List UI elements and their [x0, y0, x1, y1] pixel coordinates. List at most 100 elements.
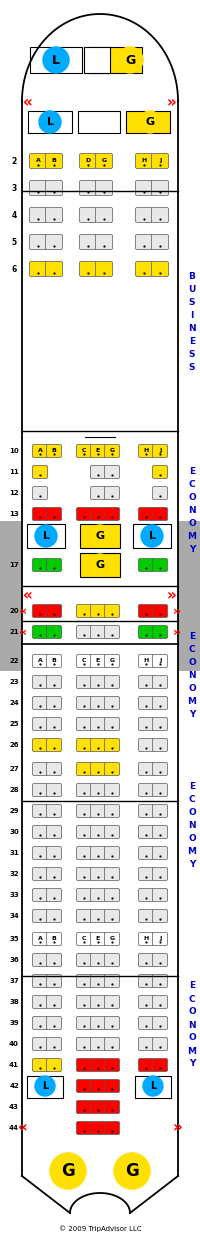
FancyBboxPatch shape [138, 508, 154, 520]
FancyBboxPatch shape [104, 676, 120, 688]
FancyBboxPatch shape [153, 676, 168, 688]
Text: H: H [141, 158, 147, 163]
Text: O: O [188, 658, 196, 667]
FancyBboxPatch shape [153, 1017, 168, 1030]
FancyBboxPatch shape [153, 604, 168, 618]
FancyBboxPatch shape [138, 444, 154, 458]
FancyBboxPatch shape [32, 487, 48, 499]
FancyBboxPatch shape [46, 444, 62, 458]
Text: G: G [95, 560, 105, 570]
FancyBboxPatch shape [76, 654, 92, 668]
Text: Y: Y [189, 709, 195, 718]
FancyBboxPatch shape [138, 847, 154, 859]
Text: 37: 37 [9, 978, 19, 985]
FancyBboxPatch shape [153, 996, 168, 1008]
FancyBboxPatch shape [133, 524, 171, 548]
Text: 31: 31 [9, 849, 19, 856]
Text: 35: 35 [9, 936, 19, 942]
Text: «: « [23, 95, 33, 110]
FancyBboxPatch shape [30, 261, 46, 276]
FancyBboxPatch shape [90, 738, 106, 752]
FancyBboxPatch shape [76, 975, 92, 987]
FancyBboxPatch shape [138, 932, 154, 946]
FancyBboxPatch shape [90, 626, 106, 638]
FancyBboxPatch shape [32, 676, 48, 688]
FancyBboxPatch shape [46, 261, 62, 276]
FancyBboxPatch shape [104, 444, 120, 458]
FancyBboxPatch shape [153, 975, 168, 987]
FancyBboxPatch shape [152, 261, 168, 276]
FancyBboxPatch shape [104, 867, 120, 881]
Text: 4: 4 [11, 210, 17, 219]
Text: «: « [19, 604, 27, 618]
Bar [178, 520, 200, 671]
Text: 24: 24 [9, 701, 19, 706]
FancyBboxPatch shape [76, 1058, 92, 1072]
FancyBboxPatch shape [138, 953, 154, 967]
FancyBboxPatch shape [138, 909, 154, 922]
FancyBboxPatch shape [46, 867, 62, 881]
Text: Y: Y [189, 544, 195, 553]
FancyBboxPatch shape [136, 208, 153, 223]
FancyBboxPatch shape [76, 738, 92, 752]
FancyBboxPatch shape [32, 508, 48, 520]
Text: G: G [109, 448, 115, 453]
FancyBboxPatch shape [104, 932, 120, 946]
FancyBboxPatch shape [90, 654, 106, 668]
Text: G: G [109, 936, 115, 941]
Text: 42: 42 [9, 1083, 19, 1090]
Text: N: N [188, 671, 196, 679]
Text: H: H [143, 448, 149, 453]
FancyBboxPatch shape [46, 909, 62, 922]
Text: »: » [173, 626, 181, 638]
FancyBboxPatch shape [32, 718, 48, 731]
Text: E: E [96, 936, 100, 941]
Circle shape [141, 525, 163, 547]
FancyBboxPatch shape [152, 208, 168, 223]
FancyBboxPatch shape [80, 553, 120, 577]
Text: 5: 5 [11, 238, 17, 246]
Text: 26: 26 [9, 742, 19, 748]
FancyBboxPatch shape [32, 604, 48, 618]
FancyBboxPatch shape [32, 763, 48, 776]
FancyBboxPatch shape [96, 208, 112, 223]
FancyBboxPatch shape [104, 953, 120, 967]
Text: 23: 23 [9, 679, 19, 686]
Text: 30: 30 [9, 829, 19, 834]
FancyBboxPatch shape [153, 697, 168, 709]
Text: G: G [101, 158, 107, 163]
FancyBboxPatch shape [46, 783, 62, 797]
FancyBboxPatch shape [76, 888, 92, 902]
Text: 43: 43 [9, 1103, 19, 1110]
Text: O: O [188, 1033, 196, 1042]
FancyBboxPatch shape [153, 867, 168, 881]
FancyBboxPatch shape [46, 208, 62, 223]
FancyBboxPatch shape [32, 626, 48, 638]
FancyBboxPatch shape [138, 1058, 154, 1072]
FancyBboxPatch shape [46, 676, 62, 688]
FancyBboxPatch shape [138, 738, 154, 752]
FancyBboxPatch shape [138, 1037, 154, 1051]
FancyBboxPatch shape [46, 826, 62, 838]
Text: B: B [52, 448, 56, 453]
Text: A: A [38, 936, 42, 941]
FancyBboxPatch shape [104, 487, 120, 499]
FancyBboxPatch shape [78, 111, 120, 133]
FancyBboxPatch shape [90, 932, 106, 946]
FancyBboxPatch shape [32, 909, 48, 922]
Text: L: L [46, 118, 54, 128]
FancyBboxPatch shape [46, 718, 62, 731]
Text: O: O [188, 833, 196, 842]
FancyBboxPatch shape [76, 783, 92, 797]
FancyBboxPatch shape [90, 826, 106, 838]
FancyBboxPatch shape [76, 909, 92, 922]
FancyBboxPatch shape [90, 1058, 106, 1072]
FancyBboxPatch shape [76, 932, 92, 946]
Text: E: E [189, 782, 195, 791]
Text: L: L [148, 530, 156, 540]
Circle shape [89, 525, 111, 547]
FancyBboxPatch shape [138, 783, 154, 797]
Text: B: B [52, 936, 56, 941]
Circle shape [50, 1153, 86, 1188]
Text: C: C [189, 794, 195, 803]
